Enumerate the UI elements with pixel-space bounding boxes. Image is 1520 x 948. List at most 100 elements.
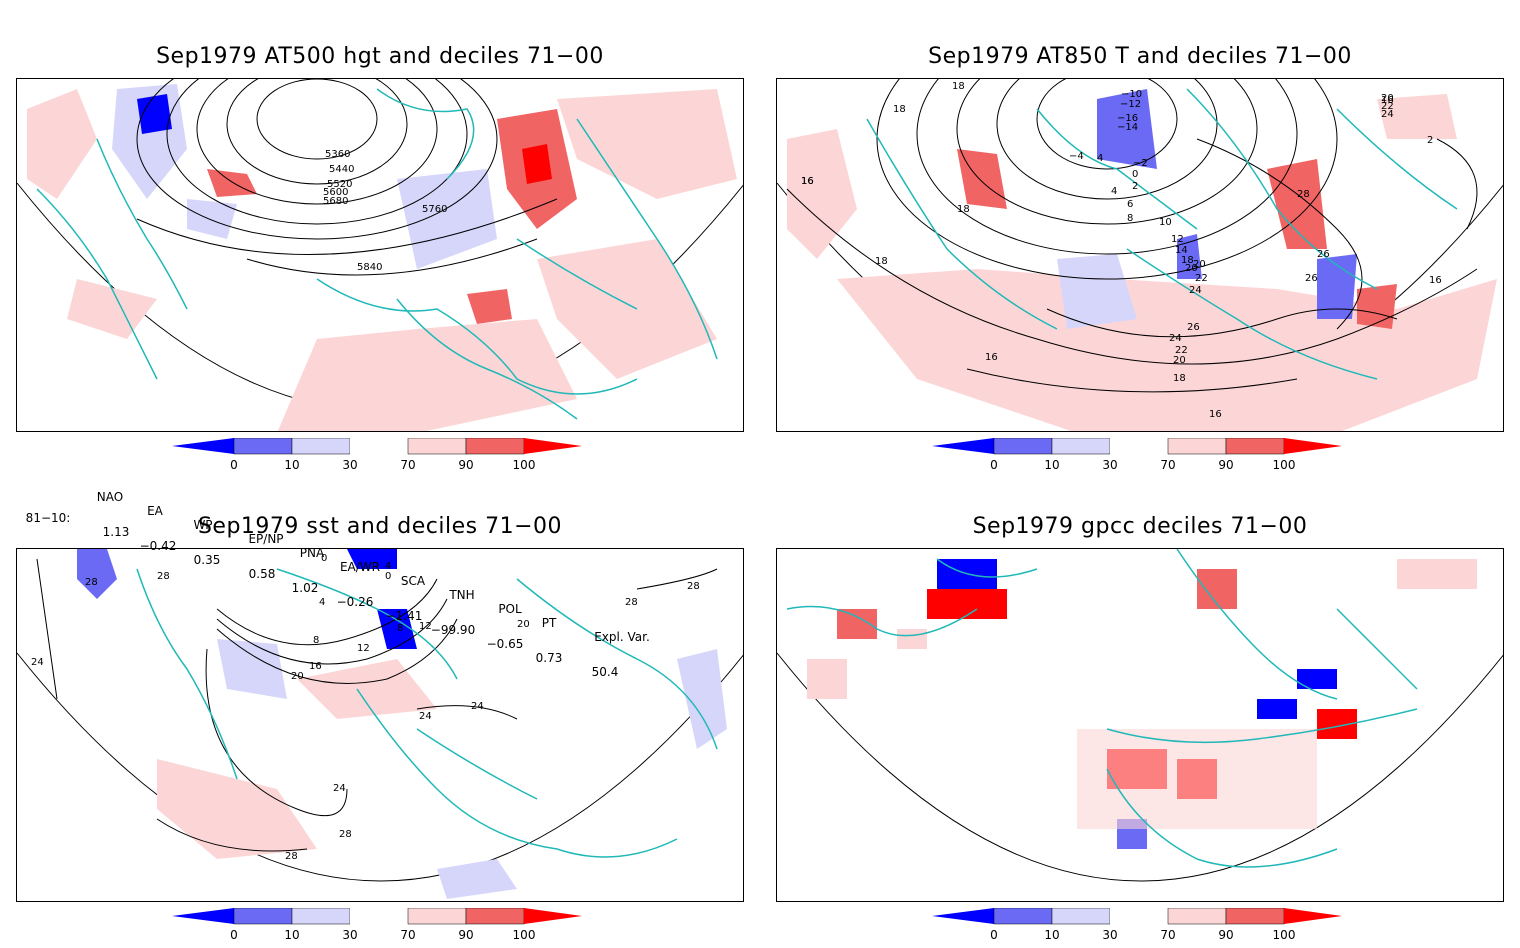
index-header: TNH	[449, 588, 475, 602]
contour-label: 26	[1305, 273, 1318, 284]
contour-label: 24	[333, 783, 346, 794]
index-header: Expl. Var.	[594, 630, 650, 644]
index-value: −0.65	[486, 637, 524, 651]
contour-label: 28	[285, 851, 298, 862]
contour-label: 20	[1381, 93, 1394, 104]
contour-label: 16	[801, 176, 814, 187]
colorbar-tick: 100	[512, 458, 536, 472]
contour-label: 5680	[323, 196, 348, 207]
contour-label: 24	[471, 701, 484, 712]
map-sst: 28 24 28 4 8 12 16 20 24 24 24 28 28 28 …	[16, 548, 744, 902]
contour-label: 16	[801, 176, 814, 187]
map-hgt500-svg: 5360 5440 5520 5600 5680 5760 5840	[17, 79, 743, 431]
index-row-label: 81−10:	[25, 511, 71, 525]
colorbar-tick: 90	[1218, 458, 1234, 472]
contour-label: 8	[397, 623, 403, 634]
index-value: −99.90	[430, 623, 476, 637]
map-sst-svg: 28 24 28 4 8 12 16 20 24 24 24 28 28 28 …	[17, 549, 743, 899]
contour-label: 22	[1381, 101, 1394, 112]
colorbar-tick: 10	[1044, 458, 1060, 472]
contour-label: −2	[1133, 158, 1148, 169]
contour-label: 5360	[325, 149, 350, 160]
contour-label: 4	[385, 561, 391, 572]
colorbar-tick: 70	[1160, 458, 1176, 472]
colorbar-tick: 70	[1160, 928, 1176, 942]
contour-label: 18	[952, 81, 965, 92]
contour-label: 26	[1317, 249, 1330, 260]
contour-label: 2	[1132, 181, 1138, 192]
hgt-contour-labels: 5360 5440 5520 5600 5680 5760 5840	[323, 149, 447, 273]
contour-label: 28	[625, 597, 638, 608]
contour-label: 16	[1209, 409, 1222, 420]
colorbar-tick: 10	[284, 458, 300, 472]
colorbar-tick: 70	[400, 928, 416, 942]
contour-label: 22	[1195, 273, 1208, 284]
contour-label: 22	[1175, 345, 1188, 356]
contour-label: 10	[1159, 217, 1172, 228]
contour-label: 20	[1185, 263, 1198, 274]
index-value: −1.41	[385, 609, 423, 623]
index-value: −0.42	[139, 539, 177, 553]
contour-label: 5520	[327, 179, 352, 190]
contour-label: 18	[1181, 255, 1194, 266]
map-t850: 18 18 18 16 18 4 2 0 4 6 8 10 12 14 20 2…	[776, 78, 1504, 432]
contour-label: 28	[85, 577, 98, 588]
contour-label: 14	[1175, 245, 1188, 256]
index-value: 1.02	[291, 581, 319, 595]
map-hgt500: 5360 5440 5520 5600 5680 5760 5840	[16, 78, 744, 432]
colorbar-tick: 30	[1102, 458, 1118, 472]
colorbar-bottom-right: 0 10 30 70 90 100	[932, 908, 1352, 948]
contour-label: 5760	[422, 204, 447, 215]
index-value: 0.73	[535, 651, 563, 665]
contour-label: 4	[1097, 153, 1103, 164]
contour-label: −12	[1120, 99, 1141, 110]
panel-title-gpcc: Sep1979 gpcc deciles 71−00	[972, 514, 1308, 539]
map-gpcc	[776, 548, 1504, 902]
colorbar-top-left: 0 10 30 70 90 100	[172, 438, 592, 478]
colorbar-tick: 0	[230, 928, 238, 942]
contour-label: 24	[419, 711, 432, 722]
contour-label: 4	[1111, 186, 1117, 197]
panel-title-t850: Sep1979 AT850 T and deciles 71−00	[928, 44, 1352, 69]
t850-contour-labels: 18 18 18 16 18 4 2 0 4 6 8 10 12 14 20 2…	[801, 81, 1442, 420]
colorbar-tick: 90	[458, 928, 474, 942]
map-gpcc-svg	[777, 549, 1503, 882]
colorbar-tick: 0	[990, 928, 998, 942]
contour-label: 0	[1132, 169, 1138, 180]
contour-label: 28	[157, 571, 170, 582]
contour-label: 24	[31, 657, 44, 668]
index-header: PT	[541, 616, 557, 630]
contour-label: 18	[875, 256, 888, 267]
contour-label: 26	[1187, 322, 1200, 333]
contour-label: 16	[1429, 275, 1442, 286]
contour-label: 20	[1193, 259, 1206, 270]
index-header: POL	[498, 602, 522, 616]
contour-label: 28	[339, 829, 352, 840]
map-t850-svg: 18 18 18 16 18 4 2 0 4 6 8 10 12 14 20 2…	[777, 79, 1503, 431]
index-header: EA	[147, 504, 163, 518]
colorbar-tick: 0	[990, 458, 998, 472]
colorbar-tick: 100	[512, 928, 536, 942]
colorbar-tick: 100	[1272, 928, 1296, 942]
contour-label: 18	[893, 104, 906, 115]
colorbar-tick: 90	[458, 458, 474, 472]
colorbar-bottom-left: 0 10 30 70 90 100	[172, 908, 592, 948]
contour-label: 24	[1189, 285, 1202, 296]
contour-label: 12	[419, 621, 432, 632]
index-value: 0.35	[193, 553, 221, 567]
index-header-row: NAO EA WP EP/NP PNA EA/WR SCA TNH POL PT…	[0, 476, 700, 644]
contour-label: 20	[517, 619, 530, 630]
contour-label: 0	[321, 553, 327, 564]
index-value: −0.26	[336, 595, 374, 609]
contour-label: −14	[1117, 122, 1138, 133]
contour-label: 8	[1127, 213, 1133, 224]
contour-label: −16	[1117, 113, 1138, 124]
index-value: 1.13	[102, 525, 130, 539]
index-header: WP	[193, 518, 213, 532]
panel-title-sst: Sep1979 sst and deciles 71−00	[197, 514, 563, 539]
contour-label: 5600	[323, 187, 348, 198]
colorbar-tick: 30	[342, 928, 358, 942]
contour-label: 24	[1169, 333, 1182, 344]
contour-label: 12	[1171, 234, 1184, 245]
colorbar-tick: 70	[400, 458, 416, 472]
